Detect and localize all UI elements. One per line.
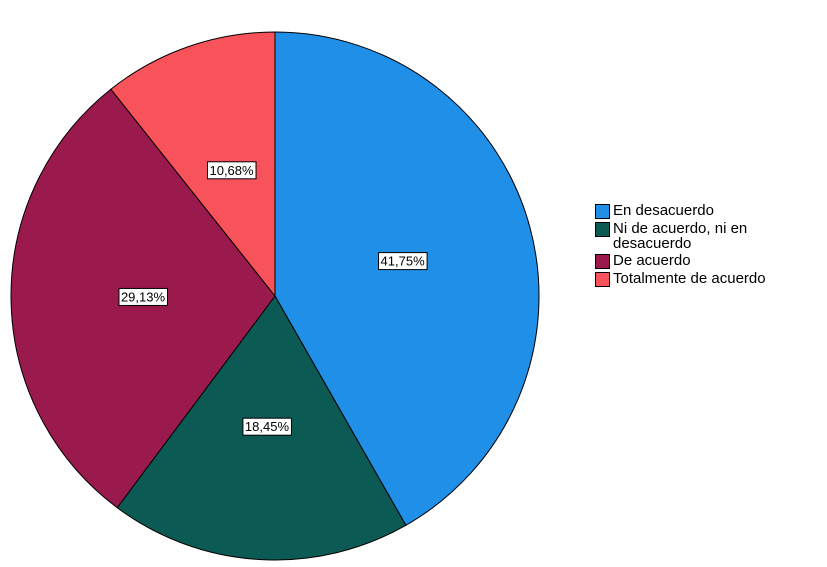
legend-label: Ni de acuerdo, ni en desacuerdo [613,220,748,252]
data-label-text: 10,68% [209,163,254,178]
pie-slice [274,31,540,526]
data-label-box [378,252,428,271]
data-label-text: 18,45% [245,419,290,434]
data-label: 41,75% [378,252,428,271]
legend-item: En desacuerdo [595,203,827,219]
legend-swatch [595,222,610,237]
legend-swatch [595,272,610,287]
legend-swatch [595,254,610,269]
legend-label: Totalmente de acuerdo [613,270,766,287]
legend-item: Totalmente de acuerdo [595,271,827,287]
data-label-text: 29,13% [121,289,166,304]
pie-slice [110,31,276,298]
legend-item: De acuerdo [595,253,827,269]
data-label-box [242,417,292,436]
data-label: 29,13% [118,287,169,306]
data-label-box [206,161,257,180]
data-label: 10,68% [206,161,257,180]
legend-label: De acuerdo [613,252,691,269]
data-label-text: 41,75% [381,254,426,269]
data-label-box [118,287,169,306]
legend-label: En desacuerdo [613,202,714,219]
legend-swatch [595,204,610,219]
data-label: 18,45% [242,417,292,436]
legend-item: Ni de acuerdo, ni en desacuerdo [595,221,827,251]
legend: En desacuerdo Ni de acuerdo, ni en desacu… [595,203,827,289]
